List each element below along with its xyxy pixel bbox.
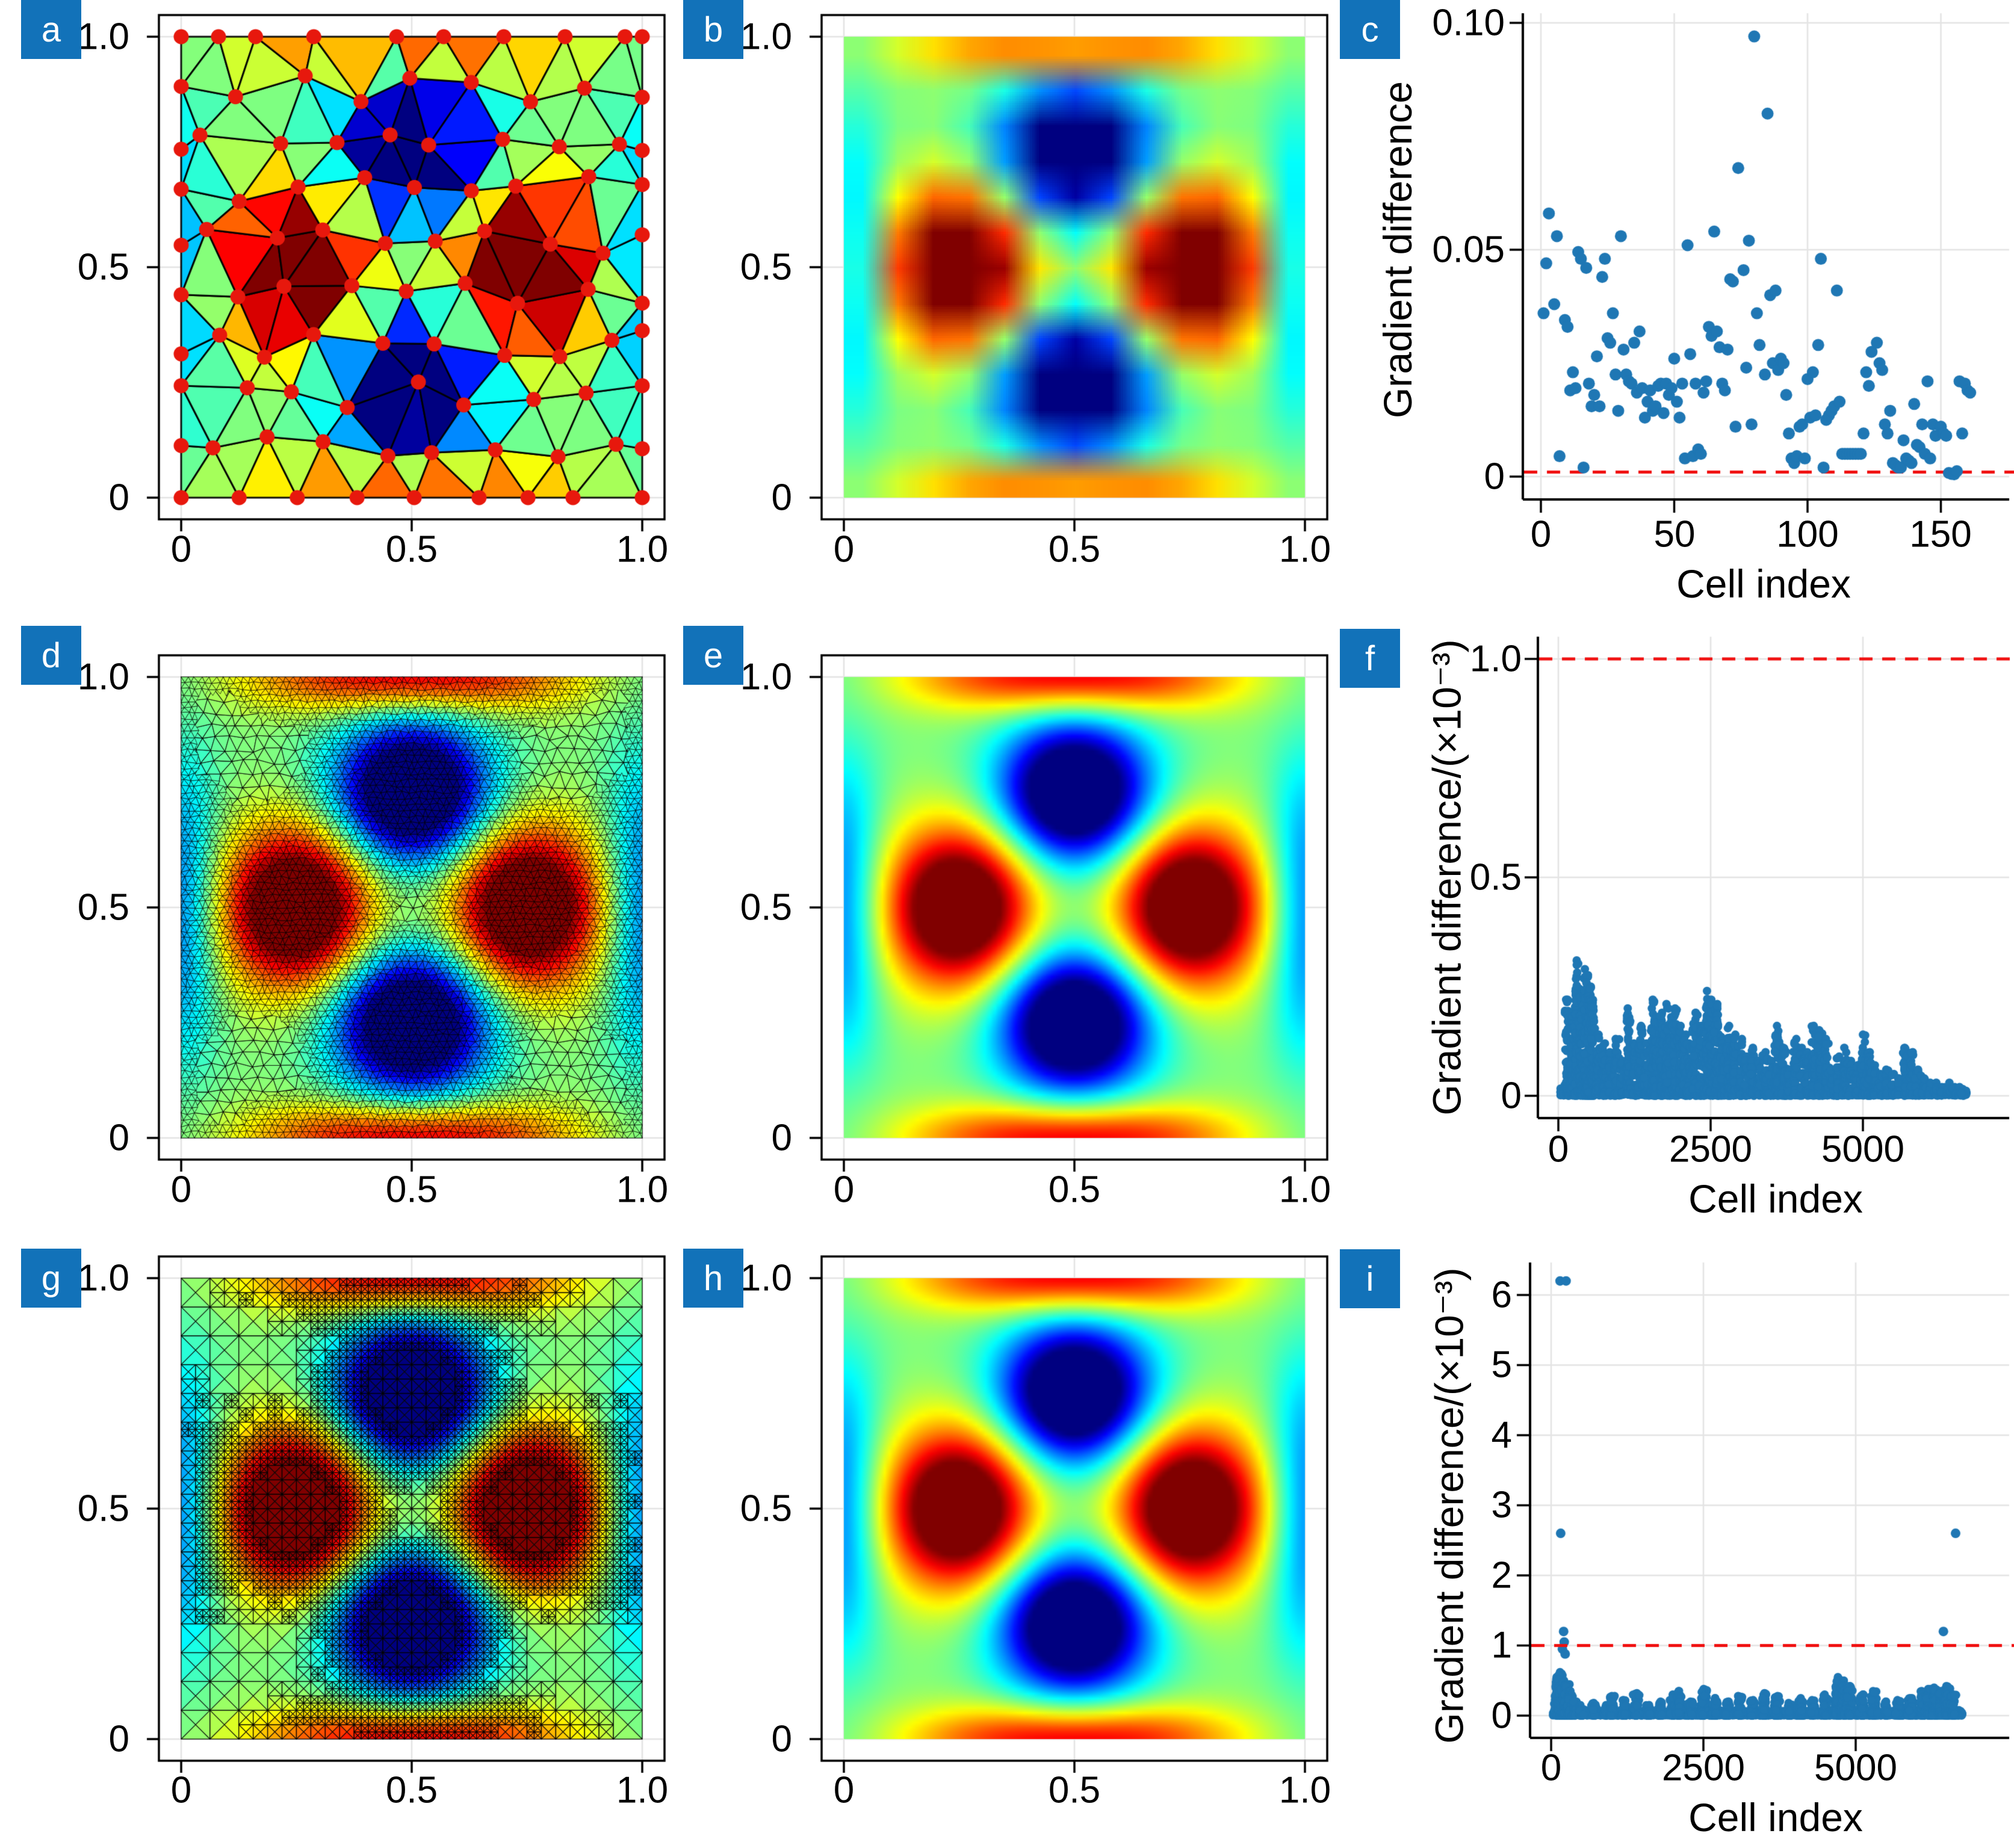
i-xtick-5000: 5000: [1814, 1747, 1897, 1789]
i-ytick-4: 4: [1491, 1414, 1512, 1456]
c-xtick-0: 0: [1530, 513, 1552, 555]
c-ytick-010: 0.10: [1432, 2, 1505, 44]
c-ylabel: Gradient difference: [1375, 81, 1420, 419]
d-xtick-0: 0: [170, 1169, 192, 1211]
f-xlabel: Cell index: [1688, 1176, 1863, 1221]
i-xtick-0: 0: [1540, 1747, 1562, 1789]
c-xtick-50: 50: [1653, 513, 1696, 555]
e-xtick-05: 0.5: [1048, 1169, 1101, 1211]
panel-label-d: d: [21, 626, 81, 685]
f-ytick-10: 1.0: [1469, 638, 1522, 680]
i-ytick-2: 2: [1491, 1554, 1512, 1596]
i-ytick-6: 6: [1491, 1274, 1512, 1316]
f-ytick-0: 0: [1501, 1075, 1522, 1117]
b-ytick-0: 0: [771, 477, 792, 519]
g-ytick-0: 0: [108, 1718, 129, 1760]
f-xtick-0: 0: [1548, 1128, 1569, 1170]
f-ytick-05: 0.5: [1469, 856, 1522, 898]
b-xtick-0: 0: [833, 528, 855, 570]
i-xtick-2500: 2500: [1662, 1747, 1745, 1789]
a-xtick-05: 0.5: [385, 528, 438, 570]
a-ytick-05: 0.5: [77, 246, 129, 288]
f-xtick-5000: 5000: [1821, 1128, 1904, 1170]
d-xtick-1: 1.0: [616, 1169, 669, 1211]
d-ytick-0: 0: [108, 1117, 129, 1159]
panel-label-h: h: [683, 1249, 743, 1308]
d-xtick-05: 0.5: [385, 1169, 438, 1211]
d-ytick-1: 1.0: [77, 656, 129, 698]
c-ytick-0: 0: [1484, 456, 1505, 498]
b-ytick-1: 1.0: [740, 16, 792, 58]
panel-label-a: a: [21, 0, 81, 59]
i-ytick-5: 5: [1491, 1344, 1512, 1386]
b-xtick-1: 1.0: [1278, 528, 1331, 570]
c-xlabel: Cell index: [1676, 561, 1851, 606]
b-xtick-05: 0.5: [1048, 528, 1101, 570]
panel-label-i: i: [1340, 1249, 1400, 1308]
i-ytick-3: 3: [1491, 1484, 1512, 1526]
h-xtick-1: 1.0: [1278, 1769, 1331, 1811]
panel-label-g: g: [21, 1249, 81, 1308]
panel-label-c: c: [1340, 0, 1400, 59]
panel-label-e: e: [683, 626, 743, 685]
d-ytick-05: 0.5: [77, 886, 129, 929]
c-ytick-005: 0.05: [1432, 229, 1505, 271]
a-xtick-1: 1.0: [616, 528, 669, 570]
b-ytick-05: 0.5: [740, 246, 792, 288]
e-xtick-0: 0: [833, 1169, 855, 1211]
h-ytick-0: 0: [771, 1718, 792, 1760]
f-ylabel: Gradient difference/(×10⁻³): [1424, 639, 1469, 1116]
h-xtick-05: 0.5: [1048, 1769, 1101, 1811]
i-ytick-0: 0: [1491, 1695, 1512, 1737]
a-xtick-0: 0: [170, 528, 192, 570]
e-ytick-1: 1.0: [740, 656, 792, 698]
a-ytick-1: 1.0: [77, 16, 129, 58]
g-xtick-1: 1.0: [616, 1769, 669, 1811]
f-xtick-2500: 2500: [1669, 1128, 1752, 1170]
c-xtick-100: 100: [1776, 513, 1839, 555]
g-xtick-0: 0: [170, 1769, 192, 1811]
e-xtick-1: 1.0: [1278, 1169, 1331, 1211]
i-ylabel: Gradient difference/(×10⁻³): [1427, 1267, 1472, 1744]
h-xtick-0: 0: [833, 1769, 855, 1811]
g-ytick-1: 1.0: [77, 1257, 129, 1299]
a-ytick-0: 0: [108, 477, 129, 519]
c-xtick-150: 150: [1909, 513, 1972, 555]
g-xtick-05: 0.5: [385, 1769, 438, 1811]
panel-label-f: f: [1340, 629, 1400, 688]
e-ytick-0: 0: [771, 1117, 792, 1159]
i-ytick-1: 1: [1491, 1624, 1512, 1666]
g-ytick-05: 0.5: [77, 1488, 129, 1530]
e-ytick-05: 0.5: [740, 886, 792, 929]
h-ytick-05: 0.5: [740, 1488, 792, 1530]
i-xlabel: Cell index: [1688, 1795, 1863, 1840]
h-ytick-1: 1.0: [740, 1257, 792, 1299]
panel-label-b: b: [683, 0, 743, 59]
